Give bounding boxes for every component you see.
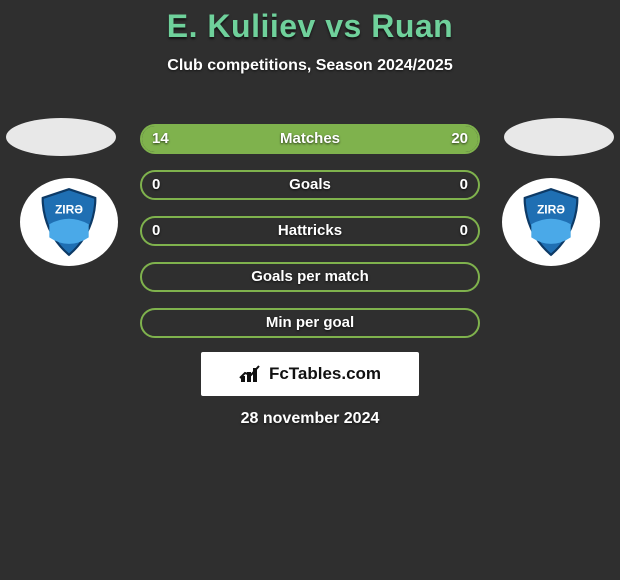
- stat-label: Min per goal: [142, 310, 478, 336]
- stat-row: Matches1420: [140, 124, 480, 154]
- player-avatar-left: [6, 118, 116, 156]
- club-name-left: ZIRƏ: [55, 202, 83, 216]
- player-avatar-right: [504, 118, 614, 156]
- stat-value-right: 0: [450, 218, 478, 244]
- club-badge-right: ZIRƏ: [502, 178, 600, 266]
- page-subtitle: Club competitions, Season 2024/2025: [0, 57, 620, 75]
- shield-icon: ZIRƏ: [34, 187, 104, 257]
- stat-value-left: 0: [142, 218, 170, 244]
- club-name-right: ZIRƏ: [537, 202, 565, 216]
- stat-label: Hattricks: [142, 218, 478, 244]
- stat-value-left: 0: [142, 172, 170, 198]
- stat-fill-left: [142, 126, 280, 152]
- brand-box: FcTables.com: [201, 352, 419, 396]
- stat-value-right: 0: [450, 172, 478, 198]
- stat-label: Goals: [142, 172, 478, 198]
- stat-row: Goals per match: [140, 262, 480, 292]
- brand-text: FcTables.com: [269, 364, 381, 384]
- stat-label: Goals per match: [142, 264, 478, 290]
- stat-fill-right: [280, 126, 478, 152]
- stat-row: Hattricks0 0: [140, 216, 480, 246]
- stat-row: Min per goal: [140, 308, 480, 338]
- footer-date: 28 november 2024: [0, 410, 620, 428]
- stat-bars: Matches1420Goals00Hattricks00Goals per m…: [140, 124, 480, 354]
- shield-icon: ZIRƏ: [516, 187, 586, 257]
- page-title: E. Kuliiev vs Ruan: [0, 0, 620, 45]
- comparison-card: E. Kuliiev vs Ruan Club competitions, Se…: [0, 0, 620, 580]
- chart-icon: [239, 364, 263, 384]
- stat-row: Goals0 0: [140, 170, 480, 200]
- club-badge-left: ZIRƏ: [20, 178, 118, 266]
